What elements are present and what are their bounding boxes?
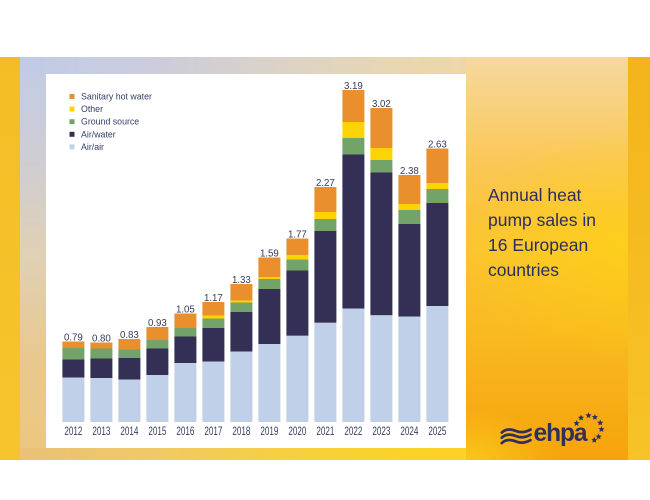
svg-text:0.83: 0.83 [120,330,139,341]
svg-text:3.02: 3.02 [372,99,391,110]
svg-text:2014: 2014 [120,425,138,438]
svg-text:2.63: 2.63 [428,139,447,150]
svg-text:2018: 2018 [232,425,250,438]
svg-text:2016: 2016 [176,425,194,438]
svg-text:0.80: 0.80 [92,333,111,344]
svg-text:Other: Other [81,104,103,114]
svg-text:1.17: 1.17 [204,293,223,304]
svg-text:2024: 2024 [400,425,418,438]
svg-text:2022: 2022 [344,425,362,438]
svg-text:2013: 2013 [92,425,110,438]
svg-text:Air/air: Air/air [81,142,104,152]
svg-text:1.77: 1.77 [288,229,307,240]
svg-text:Ground source: Ground source [81,117,139,127]
svg-text:1.33: 1.33 [232,275,251,286]
svg-text:2017: 2017 [204,425,222,438]
svg-text:2020: 2020 [288,425,306,438]
svg-text:2023: 2023 [372,425,390,438]
svg-text:0.93: 0.93 [148,318,167,329]
svg-text:2021: 2021 [316,425,334,438]
svg-text:2015: 2015 [148,425,166,438]
svg-text:0.79: 0.79 [64,332,83,343]
svg-text:2012: 2012 [64,425,82,438]
svg-text:ehpa: ehpa [534,420,588,447]
svg-text:2019: 2019 [260,425,278,438]
svg-text:2.27: 2.27 [316,178,335,189]
svg-text:3.19: 3.19 [344,81,363,92]
svg-text:Sanitary hot water: Sanitary hot water [81,92,152,102]
svg-text:Air/water: Air/water [81,129,116,139]
svg-text:2.38: 2.38 [400,166,419,177]
svg-text:1.59: 1.59 [260,248,279,259]
svg-text:2025: 2025 [428,425,446,438]
svg-text:1.05: 1.05 [176,304,195,315]
